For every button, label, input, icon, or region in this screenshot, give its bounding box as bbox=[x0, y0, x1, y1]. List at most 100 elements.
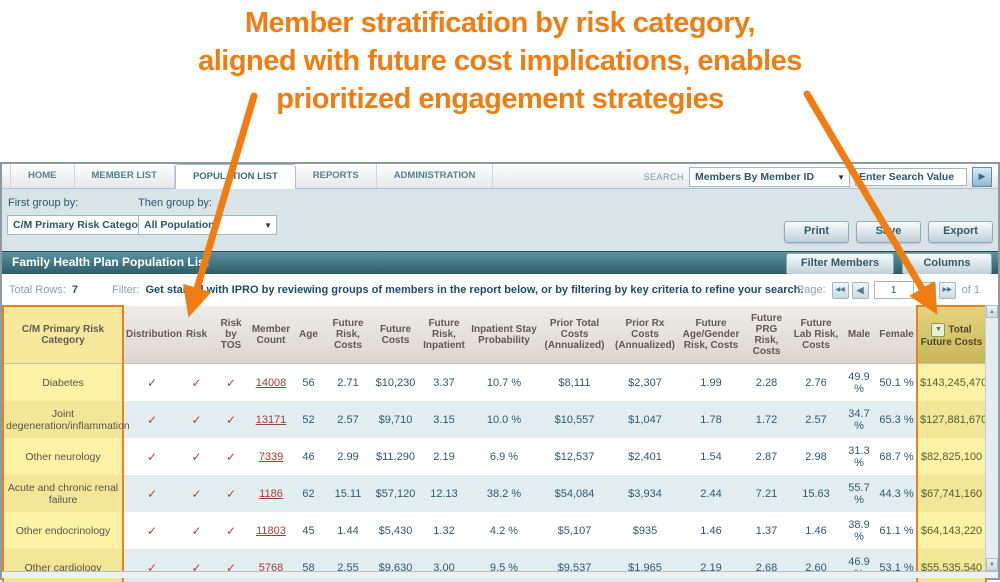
value-cell: 7.21 bbox=[742, 475, 791, 512]
title-bar-buttons: Filter Members Columns bbox=[786, 253, 992, 275]
risk-category-cell: Joint degeneration/inflammation bbox=[2, 401, 130, 438]
value-cell: 1.46 bbox=[805, 524, 827, 537]
page-of-label: of 1 bbox=[961, 284, 980, 296]
check-icon: ✓ bbox=[191, 523, 202, 538]
table-header-row: C/M Primary Risk Category Distribution Ris… bbox=[2, 305, 987, 364]
flag-cell: ✓ bbox=[180, 512, 213, 549]
filter-members-button[interactable]: Filter Members bbox=[786, 253, 894, 275]
total-future-costs-cell: $82,825,100 bbox=[916, 438, 987, 475]
value-cell: 2.99 bbox=[337, 450, 359, 463]
check-icon: ✓ bbox=[191, 486, 202, 501]
column-header[interactable]: Future Age/Gender Risk, Costs bbox=[680, 306, 742, 364]
column-header-label: Future Costs bbox=[379, 323, 412, 346]
tab-administration[interactable]: ADMINISTRATION bbox=[377, 164, 494, 188]
export-button[interactable]: Export bbox=[928, 221, 993, 243]
title-bar: Family Health Plan Population List Filte… bbox=[2, 251, 998, 275]
column-header[interactable]: Male bbox=[841, 306, 877, 364]
scroll-up-icon[interactable]: ▲ bbox=[986, 305, 998, 318]
column-header[interactable]: Future Costs bbox=[372, 306, 419, 364]
search-type-select[interactable]: Members By Member ID ▼ bbox=[689, 167, 850, 187]
check-icon: ✓ bbox=[225, 523, 237, 538]
member-count-link[interactable]: 1186 bbox=[259, 487, 283, 500]
column-header[interactable]: Distribution bbox=[123, 306, 182, 364]
column-header[interactable]: Future Risk, Costs bbox=[324, 306, 372, 364]
flag-cell: ✓ bbox=[213, 364, 249, 402]
column-header[interactable]: Prior Total Costs (Annualized) bbox=[539, 306, 610, 364]
check-icon: ✓ bbox=[191, 375, 202, 390]
first-page-button[interactable]: ◀◀ bbox=[831, 281, 849, 299]
value-cell: 46 bbox=[302, 450, 315, 463]
save-button[interactable]: Save bbox=[856, 221, 921, 243]
tab-home[interactable]: HOME bbox=[10, 164, 75, 188]
sort-descending-icon[interactable]: ▼ bbox=[931, 322, 946, 337]
check-icon: ✓ bbox=[191, 449, 202, 464]
column-header[interactable]: Member Count bbox=[249, 306, 293, 364]
value-cell: 61.1 % bbox=[879, 524, 914, 537]
page-number-input[interactable] bbox=[873, 281, 914, 299]
pager: Page: ◀◀ ◀ ▶ ▶▶ of 1 bbox=[797, 281, 980, 299]
value-cell: $2,401 bbox=[628, 450, 662, 463]
value-cell: 3.15 bbox=[419, 401, 469, 438]
flag-cell: ✓ bbox=[213, 401, 249, 438]
value-cell: $9,710 bbox=[372, 401, 419, 438]
column-header[interactable]: Risk by TOS bbox=[213, 306, 249, 364]
column-header[interactable]: Female bbox=[877, 306, 917, 364]
column-header[interactable]: Future Risk, Inpatient bbox=[419, 306, 469, 364]
member-count-cell: 14008 bbox=[249, 364, 293, 402]
tab-member-list[interactable]: MEMBER LIST bbox=[75, 164, 175, 188]
previous-page-button[interactable]: ◀ bbox=[851, 281, 869, 299]
column-header-label: Member Count bbox=[251, 323, 291, 346]
column-header-label: Future Risk, Inpatient bbox=[423, 318, 465, 351]
search-go-button[interactable]: ▶ bbox=[972, 167, 992, 187]
next-page-button[interactable]: ▶ bbox=[918, 281, 936, 299]
column-header-label: Future Age/Gender Risk, Costs bbox=[682, 318, 740, 351]
check-icon: ✓ bbox=[191, 561, 202, 575]
value-cell: 68.7 % bbox=[879, 450, 914, 463]
check-icon: ✓ bbox=[225, 561, 237, 575]
column-header[interactable]: Future PRG Risk, Costs bbox=[742, 306, 791, 364]
column-header-label: C/M Primary Risk Category bbox=[21, 324, 105, 346]
column-header[interactable]: Age bbox=[293, 306, 324, 364]
column-header[interactable]: Future Lab Risk, Costs bbox=[791, 306, 841, 364]
value-cell: 1.32 bbox=[433, 524, 455, 537]
info-row: Total Rows: 7 Filter: Get started with I… bbox=[2, 274, 998, 308]
search-input[interactable] bbox=[855, 168, 967, 186]
tab-population-list[interactable]: POPULATION LIST bbox=[174, 164, 296, 189]
column-header[interactable]: Prior Rx Costs (Annualized) bbox=[610, 306, 680, 364]
check-icon: ✓ bbox=[146, 486, 158, 501]
columns-button[interactable]: Columns bbox=[902, 253, 992, 275]
value-cell: 12.13 bbox=[419, 475, 469, 512]
member-count-link[interactable]: 14008 bbox=[255, 376, 287, 389]
risk-category-cell: Acute and chronic renal failure bbox=[2, 475, 124, 512]
column-header-label: Future PRG Risk, Costs bbox=[750, 312, 783, 357]
print-button[interactable]: Print bbox=[784, 221, 849, 243]
value-cell: 1.44 bbox=[337, 524, 359, 537]
last-page-button[interactable]: ▶▶ bbox=[938, 281, 956, 299]
check-icon: ✓ bbox=[225, 486, 237, 501]
value-cell: $5,107 bbox=[557, 524, 592, 537]
tab-reports[interactable]: REPORTS bbox=[296, 164, 377, 188]
column-header-total-future-costs[interactable]: ▼ Total Future Costs bbox=[916, 305, 987, 364]
member-count-link[interactable]: 11803 bbox=[256, 524, 286, 537]
value-cell: 62 bbox=[293, 475, 324, 512]
scroll-down-icon[interactable]: ▼ bbox=[986, 558, 998, 571]
column-header-label: Risk by TOS bbox=[220, 318, 242, 351]
value-cell: 15.11 bbox=[324, 475, 372, 512]
member-count-cell: 11803 bbox=[249, 512, 293, 549]
then-group-by-select[interactable]: All Population ▼ bbox=[138, 215, 277, 235]
member-count-link[interactable]: 13171 bbox=[255, 413, 287, 426]
value-cell: $5,430 bbox=[378, 524, 413, 537]
column-header[interactable]: Risk bbox=[180, 306, 213, 364]
check-icon: ✓ bbox=[146, 523, 158, 538]
check-icon: ✓ bbox=[225, 412, 237, 427]
column-header[interactable]: Inpatient Stay Probability bbox=[469, 306, 539, 364]
member-count-link[interactable]: 7339 bbox=[258, 450, 284, 463]
value-cell: 3.37 bbox=[433, 376, 455, 389]
filter-text: Get started with IPRO by reviewing group… bbox=[145, 284, 804, 296]
vertical-scrollbar[interactable]: ▲ ▼ bbox=[985, 305, 998, 571]
flag-cell: ✓ bbox=[123, 512, 180, 549]
value-cell: 55.7 % bbox=[841, 475, 877, 512]
flag-cell: ✓ bbox=[213, 475, 249, 512]
value-cell: 44.3 % bbox=[877, 475, 917, 512]
column-header-risk-category[interactable]: C/M Primary Risk Category bbox=[2, 305, 124, 364]
